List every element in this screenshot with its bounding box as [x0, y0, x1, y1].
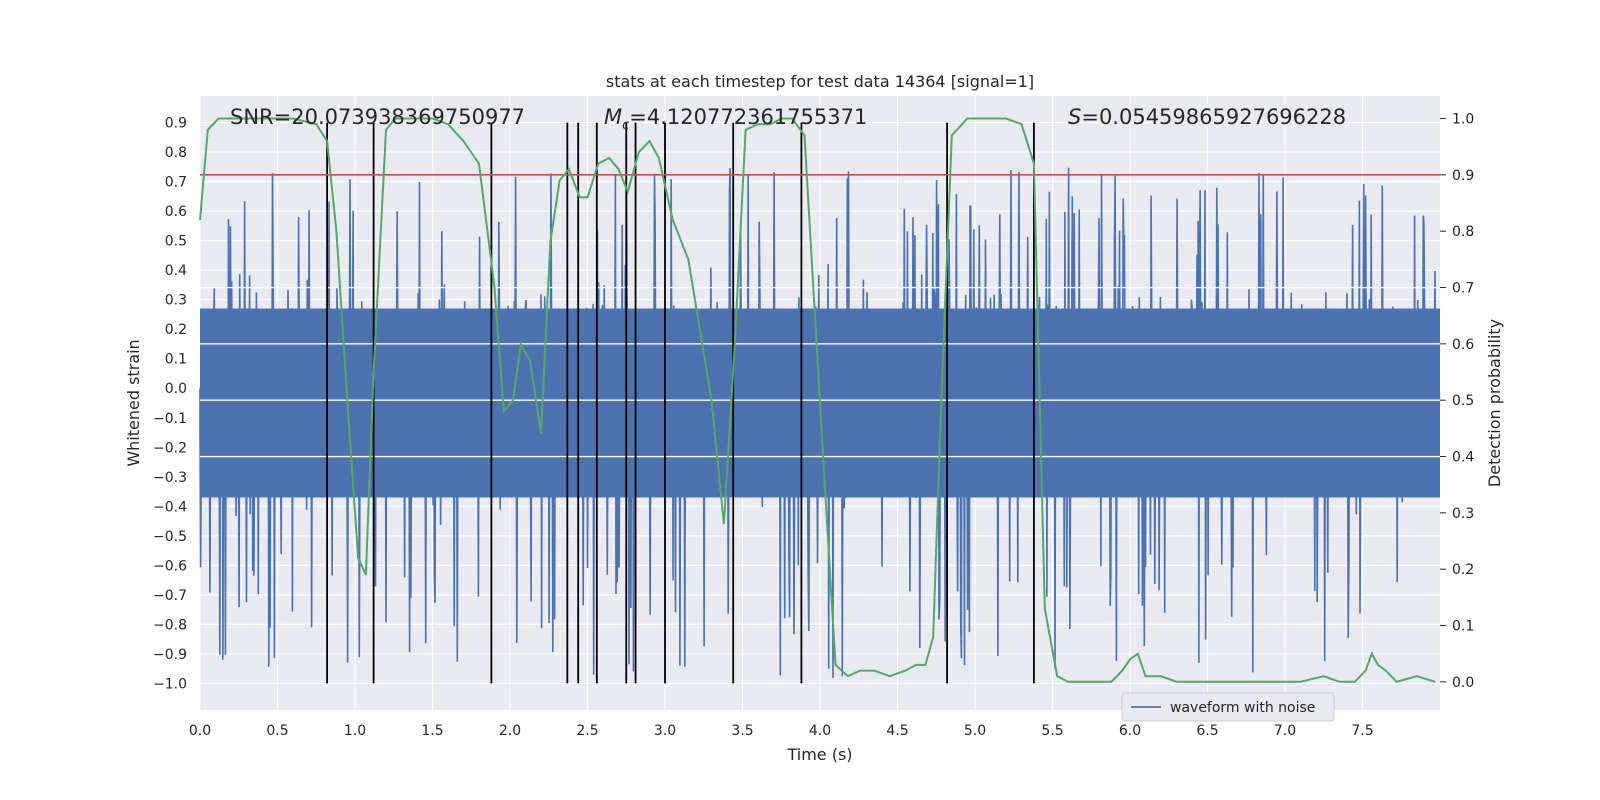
x-tick-label: 6.5 [1196, 723, 1218, 739]
x-tick-label: 1.5 [421, 723, 443, 739]
y-left-tick-label: −0.4 [153, 499, 187, 515]
x-tick-label: 5.0 [964, 723, 986, 739]
x-tick-label: 2.0 [499, 723, 521, 739]
x-tick-label: 4.5 [886, 723, 908, 739]
waveform-with-noise-series [199, 167, 1441, 679]
y-left-tick-label: 0.7 [165, 175, 187, 191]
legend-label-waveform: waveform with noise [1170, 700, 1315, 716]
y-right-tick-label: 0.5 [1452, 393, 1474, 409]
y-left-tick-label: 0.3 [165, 293, 187, 309]
x-tick-label: 6.0 [1119, 723, 1141, 739]
y-right-tick-label: 1.0 [1452, 112, 1474, 128]
s-symbol: S [1068, 105, 1081, 129]
x-tick-label: 3.0 [654, 723, 676, 739]
y-left-tick-label: −0.5 [153, 529, 187, 545]
s-annotation: S=0.05459865927696228 [1068, 105, 1346, 129]
x-tick-label: 2.5 [576, 723, 598, 739]
y-left-tick-label: −0.7 [153, 588, 187, 604]
axis-ticks: 0.0 0.5 1.0 1.5 2.0 2.5 3.0 3.5 4.0 4.5 5.0 5.5 6.0 6… [153, 112, 1474, 739]
y-left-tick-label: 0.0 [165, 381, 187, 397]
y-left-tick-label: 0.6 [165, 204, 187, 220]
y-left-tick-label: 0.9 [165, 116, 187, 132]
y-left-tick-label: −0.2 [153, 440, 187, 456]
x-tick-label: 5.5 [1041, 723, 1063, 739]
y-right-tick-label: 0.8 [1452, 224, 1474, 240]
y-left-tick-label: 0.8 [165, 145, 187, 161]
x-tick-label: 3.5 [731, 723, 753, 739]
chart-title: stats at each timestep for test data 143… [606, 72, 1034, 91]
s-value: =0.05459865927696228 [1081, 105, 1346, 129]
x-tick-label: 0.5 [266, 723, 288, 739]
x-tick-label: 7.0 [1274, 723, 1296, 739]
chirp-mass-symbol: M [604, 105, 622, 129]
chirp-mass-value: =4.120772361755371 [629, 105, 867, 129]
y-right-tick-label: 0.7 [1452, 281, 1474, 297]
x-tick-label: 1.0 [344, 723, 366, 739]
y-right-tick-label: 0.0 [1452, 675, 1474, 691]
x-tick-label: 7.5 [1351, 723, 1373, 739]
y-left-tick-label: −0.3 [153, 470, 187, 486]
y-left-tick-label: −0.1 [153, 411, 187, 427]
y-right-tick-label: 0.9 [1452, 168, 1474, 184]
y-axis-label-right: Detection probability [1485, 319, 1504, 487]
vertical-marker-lines [326, 122, 1035, 684]
y-left-tick-label: −1.0 [153, 676, 187, 692]
y-left-tick-label: −0.6 [153, 558, 187, 574]
legend-box [1121, 692, 1335, 722]
y-right-tick-label: 0.3 [1452, 506, 1474, 522]
snr-annotation: SNR=20.073938369750977 [230, 105, 525, 129]
chirp-mass-subscript: c [622, 118, 629, 133]
y-left-tick-label: 0.5 [165, 234, 187, 250]
y-left-tick-label: 0.1 [165, 352, 187, 368]
x-axis-label: Time (s) [786, 745, 852, 764]
x-tick-label: 0.0 [189, 723, 211, 739]
y-right-tick-label: 0.1 [1452, 619, 1474, 635]
y-left-tick-label: −0.9 [153, 647, 187, 663]
y-left-tick-label: 0.2 [165, 322, 187, 338]
y-left-tick-label: −0.8 [153, 617, 187, 633]
y-right-tick-label: 0.6 [1452, 337, 1474, 353]
x-tick-label: 4.0 [809, 723, 831, 739]
y-left-tick-label: 0.4 [165, 263, 187, 279]
detection-probability-series [199, 117, 1440, 683]
detection-probability-line [199, 117, 1436, 683]
y-axis-label-left: Whitened strain [124, 339, 143, 466]
y-right-tick-label: 0.4 [1452, 450, 1474, 466]
y-right-tick-label: 0.2 [1452, 562, 1474, 578]
chirp-mass-annotation: Mc=4.120772361755371 [604, 105, 867, 133]
legend: waveform with noise [1121, 692, 1335, 722]
